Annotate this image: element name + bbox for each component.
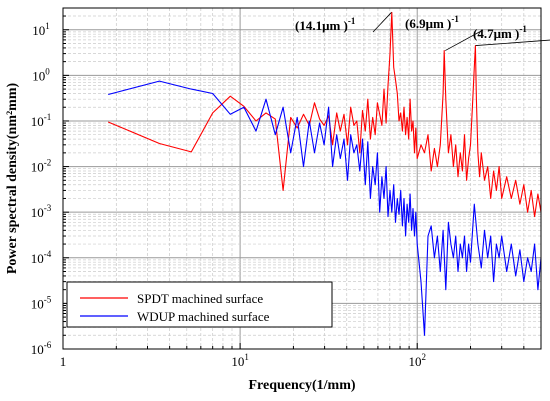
- x-tick-label: 1: [60, 354, 67, 369]
- y-tick-exponent: 1: [45, 21, 50, 31]
- peak-annotation: (6.9μm )-1: [405, 14, 459, 31]
- annotation-leader: [372, 12, 392, 33]
- legend-box: [66, 281, 333, 328]
- y-tick-label: 10-3: [31, 203, 52, 220]
- y-tick-exponent: 0: [45, 66, 50, 76]
- peak-annotation-exponent: -1: [519, 24, 527, 34]
- series-group: [107, 11, 542, 336]
- peak-annotation-exponent: -1: [451, 14, 459, 24]
- peak-annotation: (14.1μm )-1: [295, 16, 356, 33]
- x-tick-exponent: 2: [421, 352, 426, 362]
- annotation-leader: [475, 39, 550, 46]
- y-tick-label: 10-4: [31, 249, 52, 266]
- y-tick-exponent: -5: [44, 294, 52, 304]
- legend-label: WDUP machined surface: [137, 309, 270, 324]
- y-tick-label: 10-6: [31, 340, 52, 357]
- annotations: (14.1μm )-1 (6.9μm )-1 (4.7μm )-1: [295, 12, 550, 51]
- y-tick-label: 10-1: [31, 112, 52, 129]
- plot-frame: [62, 7, 542, 350]
- peak-annotation: (4.7μm )-1: [473, 24, 527, 41]
- y-tick-label: 101: [32, 21, 50, 38]
- y-tick-label: 100: [32, 66, 50, 83]
- y-tick-label: 10-2: [31, 158, 52, 175]
- y-tick-exponent: -4: [44, 249, 52, 259]
- x-tick-label: 101: [231, 352, 249, 369]
- y-tick-exponent: -6: [44, 340, 52, 350]
- y-tick-exponent: -3: [44, 203, 52, 213]
- x-tick-exponent: 1: [244, 352, 249, 362]
- peak-annotation-exponent: -1: [348, 16, 356, 26]
- x-tick-label: 102: [408, 352, 426, 369]
- series-line-2: [108, 80, 542, 336]
- x-axis-title: Frequency(1/mm): [248, 378, 355, 393]
- annotation-leader: [445, 29, 484, 51]
- legend-label: SPDT machined surface: [137, 291, 263, 306]
- legend: SPDT machined surface WDUP machined surfa…: [66, 281, 333, 328]
- y-tick-exponent: -2: [44, 158, 52, 168]
- y-tick-label: 10-5: [31, 294, 52, 311]
- y-axis-title: Power spectral density(nm²mm): [5, 82, 20, 274]
- y-tick-exponent: -1: [44, 112, 52, 122]
